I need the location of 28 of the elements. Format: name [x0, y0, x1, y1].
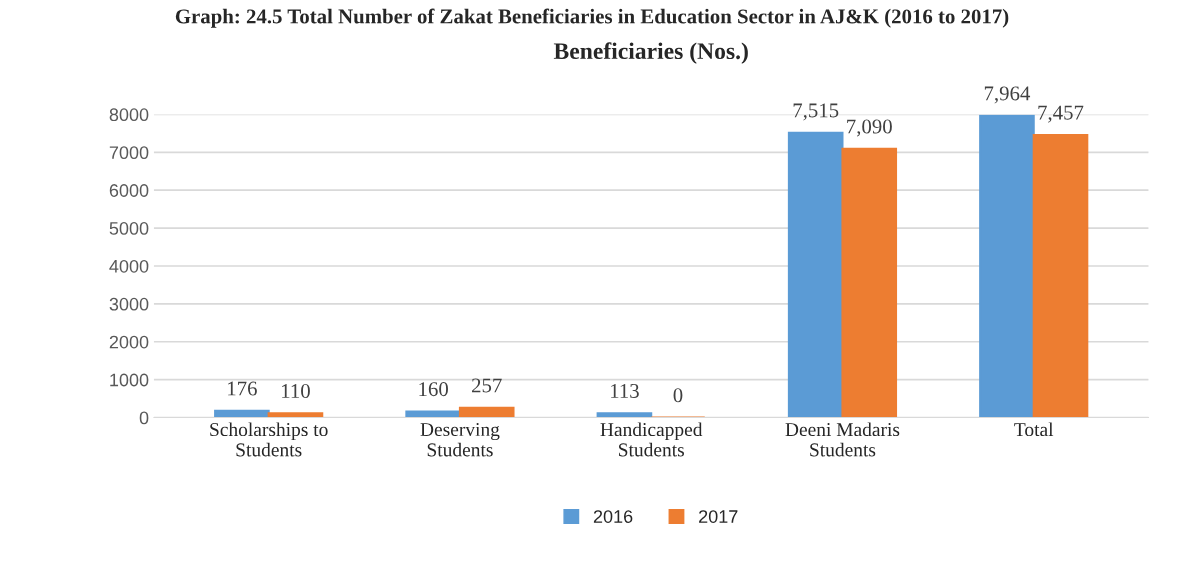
legend-label: 2016 [593, 510, 633, 523]
data-label: 0 [673, 388, 683, 403]
y-tick-label: 1000 [110, 373, 149, 387]
data-label: 7,457 [1038, 105, 1084, 123]
data-label: 160 [419, 382, 448, 397]
y-tick-label: 5000 [109, 222, 149, 235]
data-label: 7,964 [984, 86, 1031, 104]
x-tick-label: Deserving Students [420, 422, 500, 457]
data-label: 110 [282, 383, 310, 399]
chart-title: Graph: 24.5 Total Number of Zakat Beneficiaries in Education Sector in AJ&K (2016 to 2017) [175, 8, 1009, 28]
data-label: 113 [611, 383, 639, 398]
y-tick-label: 3000 [109, 297, 149, 311]
y-tick-label: 2000 [109, 335, 149, 349]
x-tick-label: Deeni Madaris Students [785, 422, 900, 457]
y-tick-label: 7000 [109, 146, 149, 160]
x-tick-label: Scholarships to Students [210, 422, 328, 457]
data-label: 257 [472, 378, 502, 393]
y-tick-label: 6000 [109, 184, 149, 197]
data-label: 7,515 [793, 103, 839, 121]
legend-label: 2017 [699, 510, 738, 523]
data-label: 7,090 [847, 119, 892, 137]
y-tick-label: 4000 [109, 259, 149, 273]
y-tick-label: 0 [139, 411, 149, 425]
x-tick-label: Total [1014, 422, 1054, 437]
y-tick-label: 8000 [109, 108, 149, 122]
data-label: 176 [228, 381, 257, 396]
x-tick-label: Handicapped Students [600, 422, 703, 457]
chart-subtitle: Beneficiaries (Nos.) [553, 42, 748, 64]
